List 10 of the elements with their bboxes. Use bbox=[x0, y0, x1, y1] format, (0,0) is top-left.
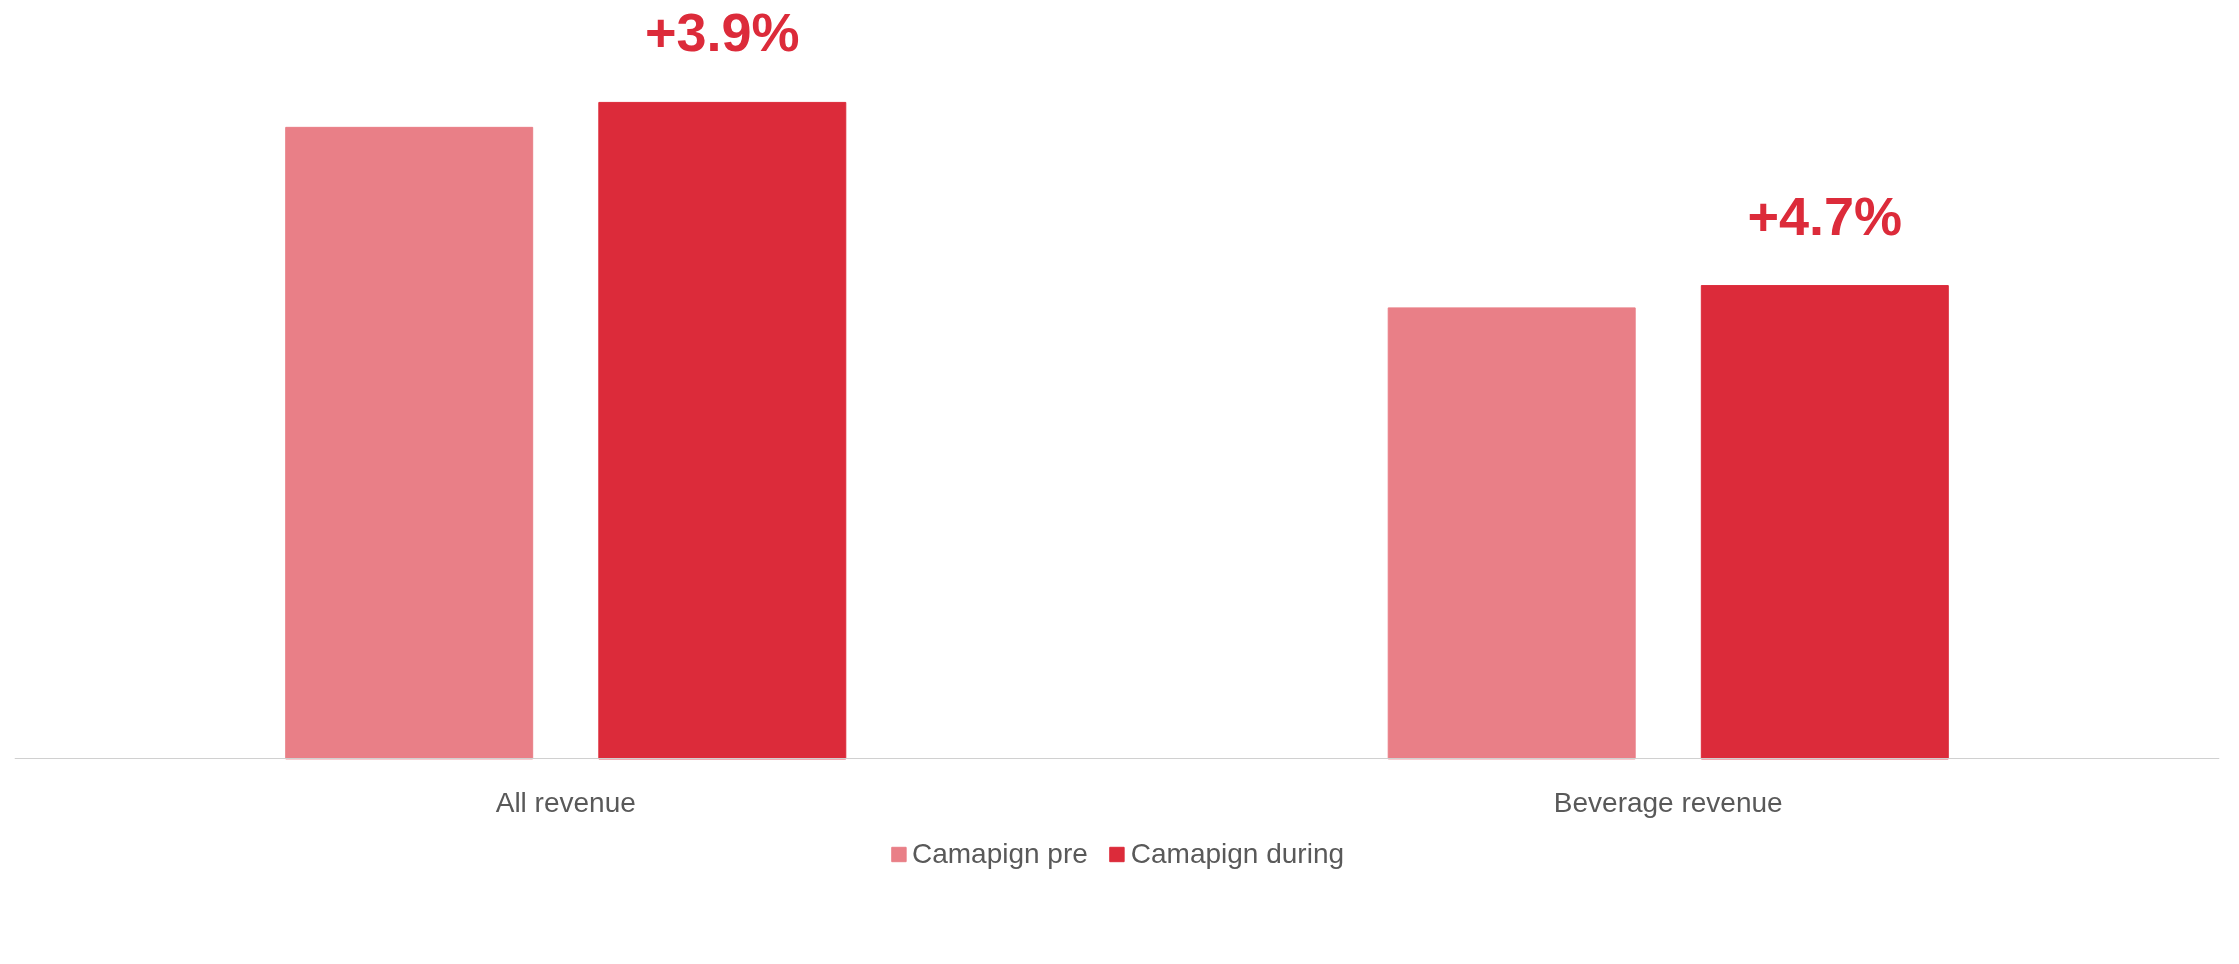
legend-label: Camapign pre bbox=[911, 838, 1088, 870]
annotation: +4.7% bbox=[1747, 185, 1903, 246]
bar bbox=[1387, 307, 1636, 760]
legend-label: Camapign during bbox=[1130, 838, 1345, 870]
bar bbox=[598, 101, 847, 760]
bar bbox=[1700, 285, 1949, 760]
bar bbox=[285, 126, 534, 760]
x-tick-label: Beverage revenue bbox=[1553, 786, 1783, 818]
text: +3.9% bbox=[645, 2, 800, 63]
x-tick-label: All revenue bbox=[495, 786, 636, 818]
